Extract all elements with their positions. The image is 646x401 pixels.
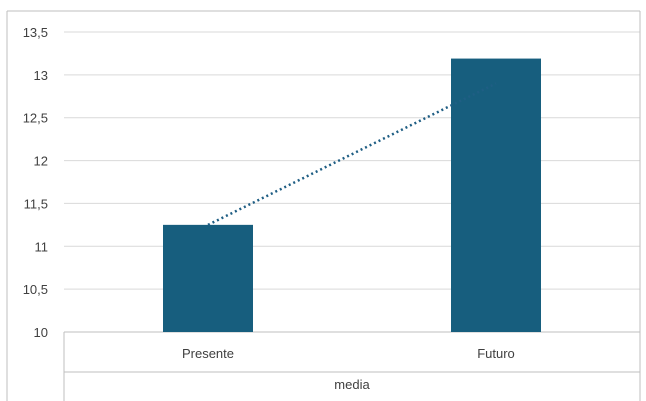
gridlines (64, 31, 640, 290)
y-tick-label: 10 (34, 325, 48, 340)
trendline-layer (207, 82, 497, 226)
trendline (207, 82, 497, 226)
y-tick-label: 11,5 (24, 196, 48, 211)
y-tick-label: 13,5 (23, 25, 48, 40)
y-tick-label: 10,5 (23, 282, 48, 297)
y-tick-label: 13 (34, 68, 48, 83)
y-tick-label: 12,5 (23, 111, 48, 126)
y-tick-label: 12 (34, 154, 48, 169)
bars (163, 58, 541, 332)
bar-futuro (451, 58, 541, 332)
axes (6, 10, 641, 401)
x-axis-title: media (334, 377, 370, 392)
y-tick-labels: 10 10,5 11 11,5 12 12,5 13 13,5 (23, 25, 48, 340)
y-tick-label: 11 (35, 239, 49, 254)
x-tick-label: Presente (182, 346, 234, 361)
x-tick-labels: Presente Futuro (182, 346, 515, 361)
bar-presente (163, 224, 253, 332)
x-tick-label: Futuro (477, 346, 515, 361)
